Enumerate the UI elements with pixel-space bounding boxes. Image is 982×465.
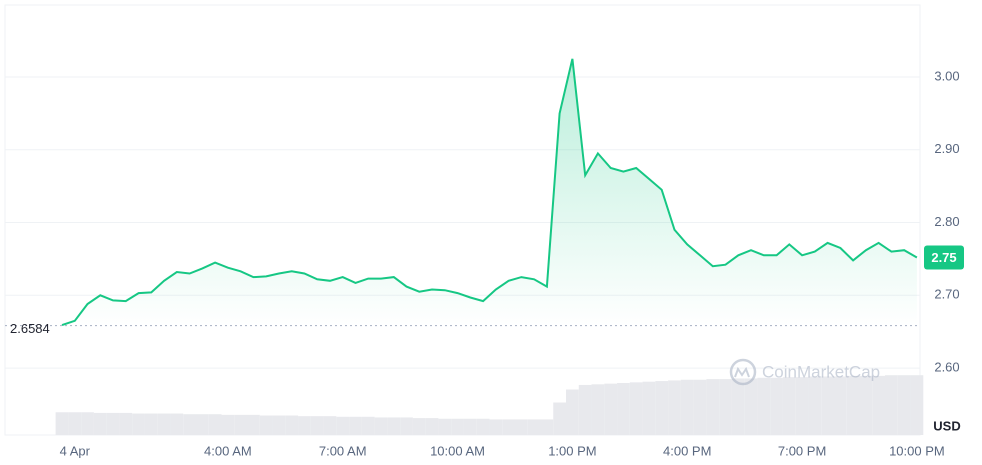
- volume-bar: [336, 416, 350, 435]
- volume-bar: [527, 419, 541, 435]
- x-tick-label: 4 Apr: [60, 443, 91, 458]
- volume-bar: [770, 377, 783, 435]
- volume-bar: [808, 376, 822, 435]
- volume-bar: [183, 414, 196, 435]
- volume-bar: [897, 375, 911, 435]
- volume-bar: [119, 412, 133, 435]
- volume-bar: [285, 415, 299, 435]
- volume-bar: [208, 414, 222, 435]
- volume-bar: [349, 416, 362, 435]
- y-tick-label: 2.90: [934, 141, 959, 156]
- volume-bar: [412, 418, 426, 435]
- volume-bar: [885, 375, 898, 435]
- volume-bars: [55, 375, 924, 435]
- volume-bar: [693, 379, 707, 435]
- volume-bar: [361, 416, 375, 435]
- volume-bar: [846, 375, 860, 435]
- volume-bar: [387, 417, 401, 435]
- volume-bar: [719, 379, 732, 435]
- x-tick-label: 4:00 PM: [663, 443, 711, 458]
- plot: 2.6584 2.75: [5, 58, 964, 336]
- volume-bar: [731, 378, 745, 435]
- volume-bar: [706, 379, 720, 435]
- y-tick-label: 2.80: [934, 214, 959, 229]
- volume-bar: [668, 380, 681, 435]
- volume-bar: [744, 378, 758, 435]
- volume-bar: [680, 379, 694, 435]
- volume-bar: [157, 413, 171, 435]
- watermark: CoinMarketCap: [729, 358, 880, 386]
- volume-bar: [617, 383, 630, 435]
- volume-bar: [795, 377, 809, 435]
- currency-label: USD: [933, 418, 960, 433]
- volume-bar: [782, 377, 796, 435]
- volume-bar: [489, 419, 503, 435]
- reference-label: 2.6584: [10, 321, 50, 336]
- volume-bar: [234, 414, 248, 435]
- volume-bar: [514, 419, 528, 435]
- volume-bar: [604, 383, 618, 435]
- volume-bar: [400, 417, 413, 435]
- volume-bar: [132, 413, 145, 435]
- price-line: [61, 58, 918, 327]
- volume-bar: [68, 412, 82, 435]
- volume-bar: [566, 389, 579, 435]
- x-tick-label: 1:00 PM: [548, 443, 596, 458]
- y-tick-label: 2.70: [934, 287, 959, 302]
- volume-bar: [374, 417, 388, 435]
- volume-bar: [93, 412, 107, 435]
- volume-bar: [578, 384, 592, 435]
- volume-bar: [872, 375, 886, 435]
- current-price-box: [924, 245, 964, 270]
- watermark-text: CoinMarketCap: [762, 362, 880, 381]
- volume-bar: [629, 382, 643, 435]
- volume-bar: [540, 419, 554, 435]
- volume-bar: [81, 412, 94, 435]
- volume-bar: [476, 418, 490, 435]
- volume-bar: [323, 416, 337, 435]
- volume-bar: [298, 416, 311, 435]
- x-tick-label: 10:00 AM: [430, 443, 485, 458]
- x-tick-label: 4:00 AM: [204, 443, 252, 458]
- volume-bar: [195, 414, 209, 435]
- volume-bar: [272, 415, 286, 435]
- volume-bar: [502, 419, 515, 435]
- volume-bar: [170, 413, 184, 435]
- volume-bar: [106, 412, 120, 435]
- current-price-label: 2.75: [931, 250, 956, 265]
- x-tick-label: 10:00 PM: [889, 443, 945, 458]
- area-fill: [62, 58, 917, 326]
- volume-bar: [259, 415, 273, 435]
- volume-bar: [438, 418, 452, 435]
- volume-bar: [821, 376, 834, 435]
- y-tick-label: 3.00: [934, 68, 959, 83]
- volume-bar: [451, 418, 464, 435]
- volume-bar: [144, 413, 158, 435]
- volume-bar: [553, 402, 567, 435]
- x-tick-label: 7:00 PM: [778, 443, 826, 458]
- volume-bar: [859, 375, 873, 435]
- volume-bar: [655, 381, 669, 435]
- x-tick-label: 7:00 AM: [319, 443, 367, 458]
- volume-bar: [55, 412, 69, 435]
- volume-bar: [910, 375, 924, 435]
- volume-bar: [463, 418, 477, 435]
- volume-bar: [833, 376, 847, 435]
- volume-bar: [221, 414, 235, 435]
- volume-bar: [425, 418, 439, 435]
- volume-bar: [247, 414, 260, 435]
- volume-bar: [757, 377, 771, 435]
- volume-bar: [310, 416, 324, 435]
- volume-bar: [591, 384, 605, 435]
- y-tick-label: 2.60: [934, 360, 959, 375]
- volume-bar: [642, 381, 656, 435]
